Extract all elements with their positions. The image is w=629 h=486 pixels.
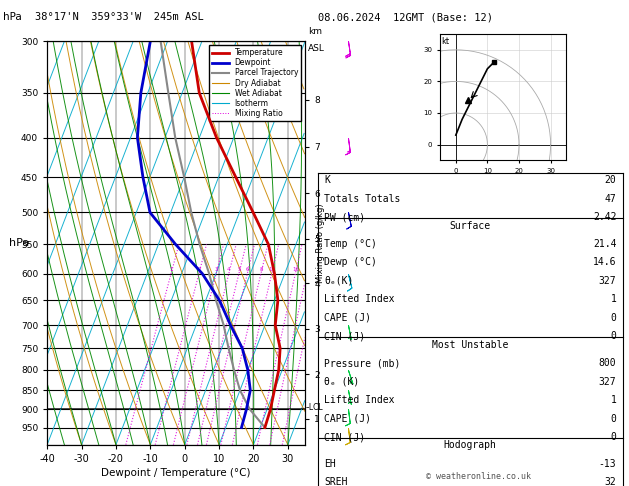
Text: 16: 16 <box>292 267 299 272</box>
Text: © weatheronline.co.uk: © weatheronline.co.uk <box>426 472 530 481</box>
Text: 14.6: 14.6 <box>593 258 616 267</box>
Text: 1: 1 <box>611 295 616 304</box>
Text: 21.4: 21.4 <box>593 239 616 249</box>
Text: CAPE (J): CAPE (J) <box>324 313 371 323</box>
Text: 5: 5 <box>237 267 241 272</box>
Text: CIN (J): CIN (J) <box>324 331 365 341</box>
Text: 1: 1 <box>169 267 173 272</box>
Text: 2.42: 2.42 <box>593 212 616 222</box>
Text: 0: 0 <box>611 432 616 442</box>
Text: θₑ (K): θₑ (K) <box>324 377 359 386</box>
Text: 0: 0 <box>611 313 616 323</box>
Text: Dewp (°C): Dewp (°C) <box>324 258 377 267</box>
Text: SREH: SREH <box>324 477 347 486</box>
Text: 08.06.2024  12GMT (Base: 12): 08.06.2024 12GMT (Base: 12) <box>318 12 493 22</box>
Text: 32: 32 <box>604 477 616 486</box>
Text: Mixing Ratio (g/kg): Mixing Ratio (g/kg) <box>316 203 325 283</box>
Text: 38°17'N  359°33'W  245m ASL: 38°17'N 359°33'W 245m ASL <box>35 12 203 22</box>
Text: 4: 4 <box>227 267 231 272</box>
Text: 3: 3 <box>214 267 218 272</box>
Text: 0: 0 <box>611 331 616 341</box>
Text: PW (cm): PW (cm) <box>324 212 365 222</box>
Text: 8: 8 <box>259 267 263 272</box>
Text: K: K <box>324 175 330 185</box>
Text: 20: 20 <box>604 175 616 185</box>
Text: 0: 0 <box>611 414 616 423</box>
Text: Temp (°C): Temp (°C) <box>324 239 377 249</box>
Text: Surface: Surface <box>450 221 491 230</box>
Text: km: km <box>308 27 322 36</box>
Text: 327: 327 <box>599 377 616 386</box>
Text: kt: kt <box>442 37 450 46</box>
Text: 47: 47 <box>604 194 616 204</box>
Text: Lifted Index: Lifted Index <box>324 395 394 405</box>
X-axis label: Dewpoint / Temperature (°C): Dewpoint / Temperature (°C) <box>101 468 251 478</box>
Text: 800: 800 <box>599 358 616 368</box>
Text: Most Unstable: Most Unstable <box>432 340 508 349</box>
Text: –LCL: –LCL <box>306 403 324 412</box>
Text: Hodograph: Hodograph <box>443 440 497 451</box>
Text: 10: 10 <box>268 267 276 272</box>
Text: CIN (J): CIN (J) <box>324 432 365 442</box>
Text: Lifted Index: Lifted Index <box>324 295 394 304</box>
Text: hPa: hPa <box>3 12 22 22</box>
Text: CAPE (J): CAPE (J) <box>324 414 371 423</box>
Text: EH: EH <box>324 459 336 469</box>
Text: ASL: ASL <box>308 44 325 53</box>
Text: -13: -13 <box>599 459 616 469</box>
Text: 1: 1 <box>611 395 616 405</box>
Text: θₑ(K): θₑ(K) <box>324 276 353 286</box>
Text: 327: 327 <box>599 276 616 286</box>
Text: 6: 6 <box>245 267 249 272</box>
Text: 2: 2 <box>197 267 201 272</box>
Text: hPa: hPa <box>9 238 30 248</box>
Text: Totals Totals: Totals Totals <box>324 194 400 204</box>
Text: Pressure (mb): Pressure (mb) <box>324 358 400 368</box>
Legend: Temperature, Dewpoint, Parcel Trajectory, Dry Adiabat, Wet Adiabat, Isotherm, Mi: Temperature, Dewpoint, Parcel Trajectory… <box>209 45 301 121</box>
